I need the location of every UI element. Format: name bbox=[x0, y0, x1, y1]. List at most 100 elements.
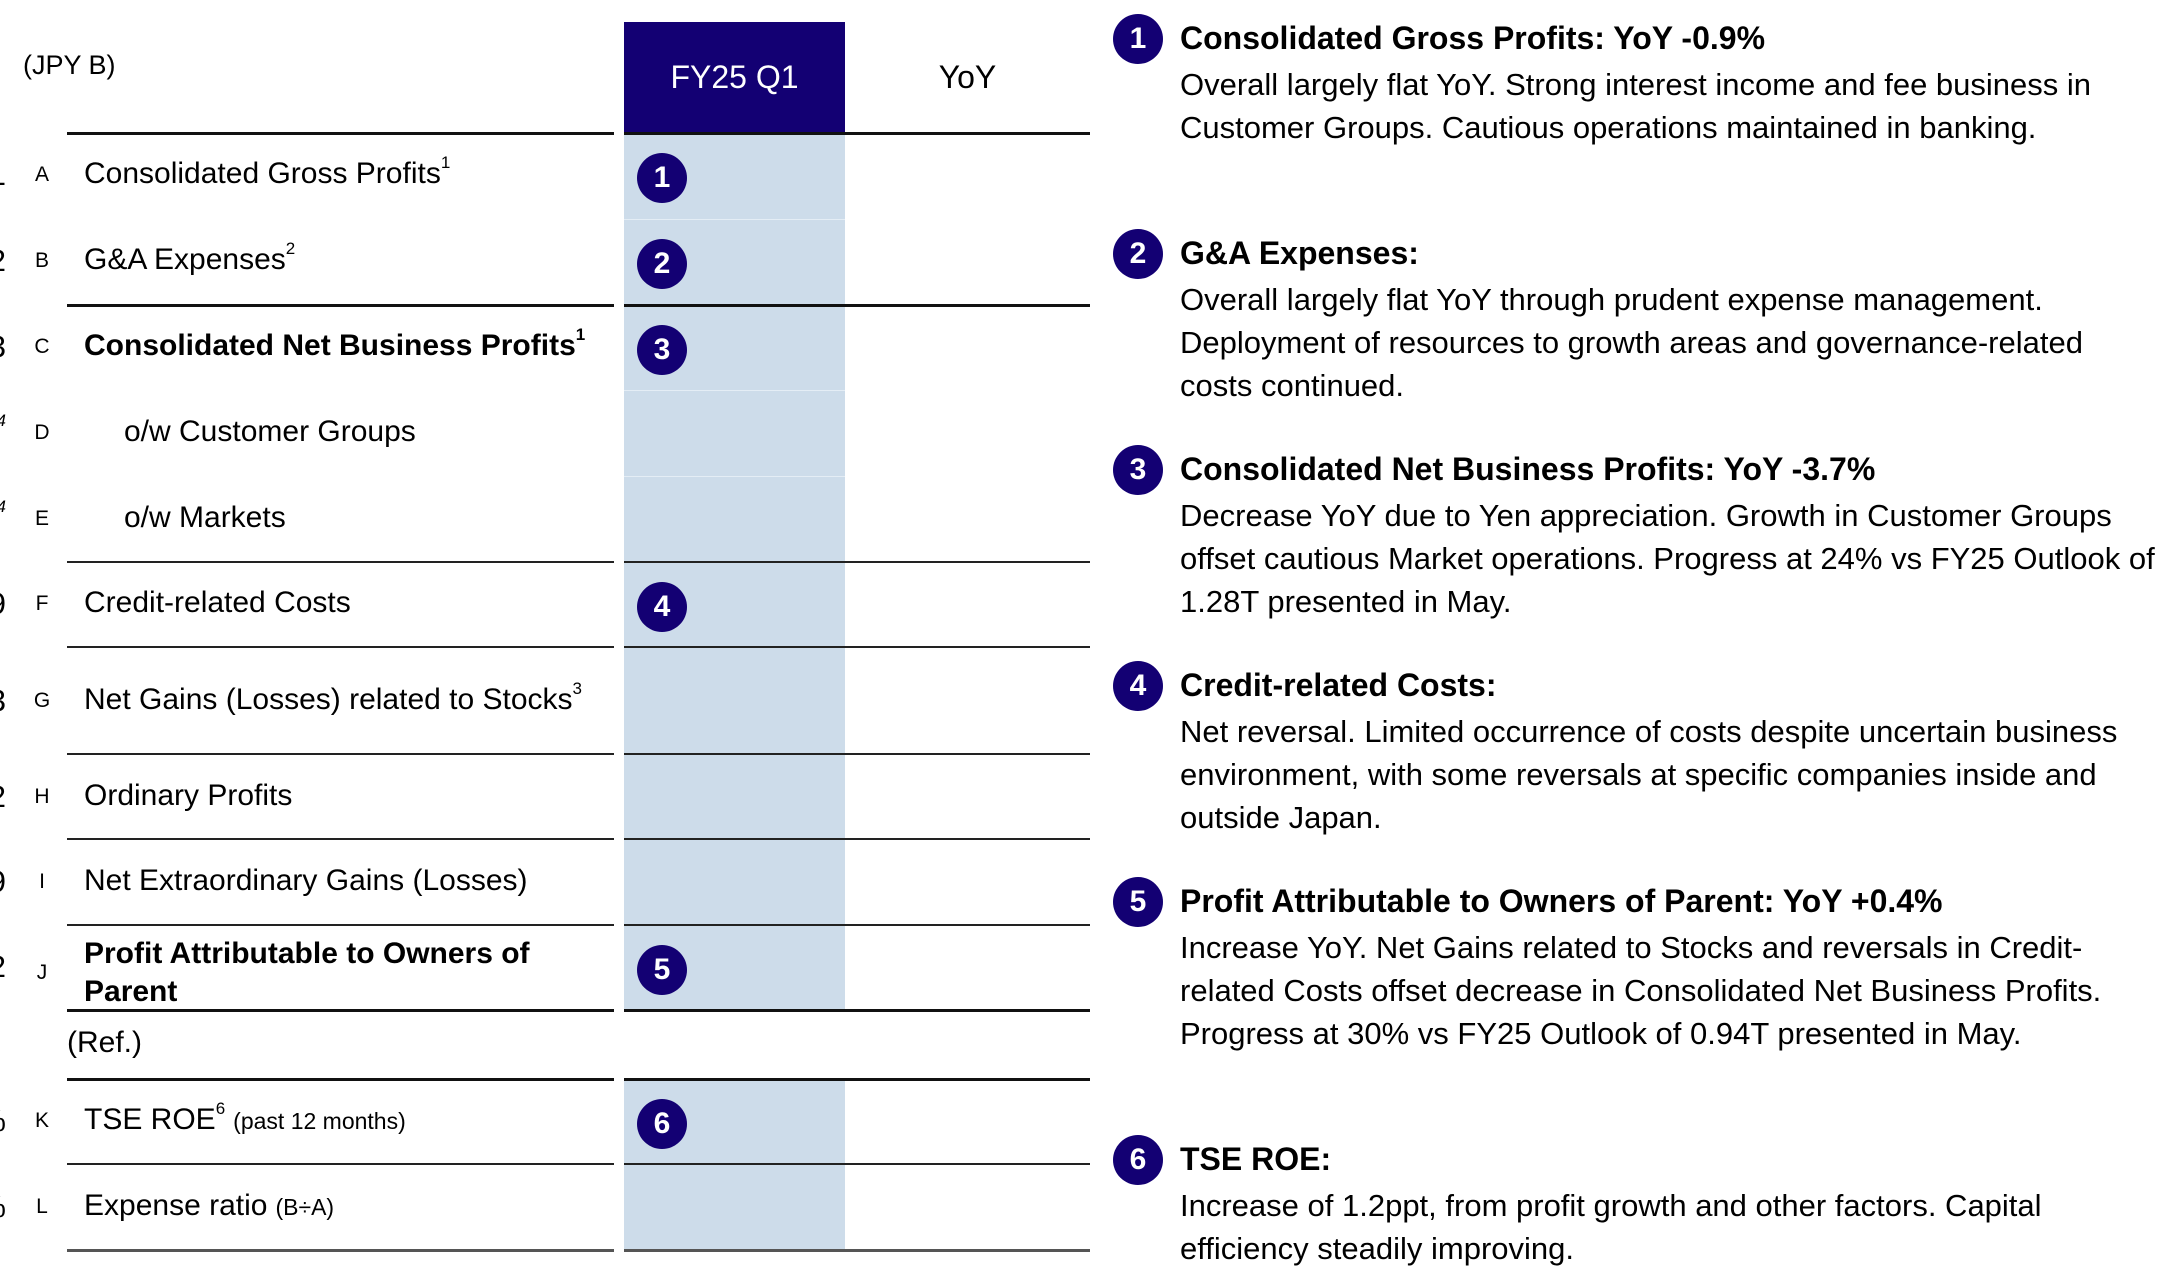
rule bbox=[624, 753, 1090, 755]
rule bbox=[67, 1249, 614, 1252]
yoy-value: -4.2 bbox=[0, 243, 6, 279]
row-label: Ordinary Profits bbox=[84, 779, 293, 812]
callout-badge-4: 4 bbox=[637, 582, 687, 632]
callout-badge-1: 1 bbox=[637, 153, 687, 203]
rule bbox=[67, 753, 614, 755]
rule bbox=[624, 1009, 1090, 1012]
label-line-1: Profit Attributable to Owners of bbox=[84, 937, 530, 970]
cell-divider bbox=[624, 219, 845, 220]
row-label: Credit-related Costs bbox=[84, 586, 351, 619]
rule bbox=[624, 1163, 1090, 1165]
row-letter: A bbox=[34, 163, 49, 186]
row-letter: J bbox=[36, 961, 48, 984]
callout-badge-5: 5 bbox=[637, 945, 687, 995]
yoy-value: +12.9 bbox=[0, 586, 6, 622]
column-header-yoy: YoY bbox=[938, 59, 997, 95]
rule bbox=[624, 132, 1090, 135]
footnote-ref: 3 bbox=[572, 679, 583, 698]
footnote-ref: 1 bbox=[440, 153, 451, 172]
label-note: (past 12 months) bbox=[233, 1108, 406, 1134]
label-note: (B÷A) bbox=[275, 1194, 335, 1220]
note-body: Overall largely flat YoY. Strong interes… bbox=[1180, 67, 2092, 145]
label-text: Expense ratio bbox=[84, 1189, 268, 1222]
row-label: Profit Attributable to Owners of Parent bbox=[84, 935, 530, 1011]
row-label: Net Extraordinary Gains (Losses) bbox=[84, 864, 528, 897]
column-header-current: FY25 Q1 bbox=[624, 22, 845, 133]
row-label: Net Gains (Losses) related to Stocks3 bbox=[84, 679, 582, 717]
row-label: o/w Markets bbox=[124, 501, 286, 534]
note-heading: Credit-related Costs: bbox=[1180, 667, 1497, 703]
row-label: Consolidated Net Business Profits1 bbox=[84, 325, 585, 363]
rule bbox=[67, 132, 614, 135]
row-letter: E bbox=[34, 507, 49, 530]
cell-divider bbox=[624, 390, 845, 391]
rule bbox=[67, 838, 614, 840]
callout-badge-2: 2 bbox=[637, 239, 687, 289]
note-body: Net reversal. Limited occurrence of cost… bbox=[1180, 714, 2118, 835]
rule bbox=[624, 838, 1090, 840]
row-letter: I bbox=[39, 870, 45, 893]
row-label: o/w Customer Groups bbox=[124, 415, 416, 448]
label-text: Consolidated Gross Profits bbox=[84, 157, 441, 190]
label-text: Consolidated Net Business Profits bbox=[84, 329, 576, 362]
rule bbox=[624, 646, 1090, 648]
yoy-value: -32.9 bbox=[0, 864, 6, 900]
rule bbox=[67, 561, 614, 563]
footnote-ref: 4 bbox=[0, 497, 6, 516]
rule bbox=[624, 304, 1090, 307]
rule bbox=[67, 304, 614, 307]
row-letter: C bbox=[34, 335, 50, 358]
callout-badge-6: 6 bbox=[1113, 1135, 1163, 1185]
note-heading: Consolidated Gross Profits: YoY -0.9% bbox=[1180, 20, 1766, 56]
note-body: Decrease YoY due to Yen appreciation. Gr… bbox=[1180, 498, 2155, 619]
row-letter: B bbox=[34, 249, 49, 272]
callout-badge-5: 5 bbox=[1113, 877, 1163, 927]
rule bbox=[624, 1249, 1090, 1252]
note-body: Increase YoY. Net Gains related to Stock… bbox=[1180, 930, 2102, 1051]
label-text: Net Gains (Losses) related to Stocks bbox=[84, 683, 573, 716]
yoy-value: +21.3 bbox=[0, 683, 6, 719]
yoy-value: -12.3 bbox=[0, 329, 6, 365]
note-body: Overall largely flat YoY through prudent… bbox=[1180, 282, 2083, 403]
label-text: TSE ROE bbox=[84, 1103, 216, 1136]
row-label: Consolidated Gross Profits1 bbox=[84, 153, 450, 191]
rule bbox=[624, 924, 1090, 926]
note-body: Increase of 1.2ppt, from profit growth a… bbox=[1180, 1188, 2042, 1266]
yoy-value: +1.2 bbox=[0, 949, 6, 985]
rule bbox=[624, 561, 1090, 563]
callout-badge-3: 3 bbox=[637, 325, 687, 375]
label-text: G&A Expenses bbox=[84, 243, 286, 276]
yoy-value: +1.2% bbox=[0, 1103, 6, 1139]
row-label: Expense ratio (B÷A) bbox=[84, 1189, 334, 1223]
callout-badge-6: 6 bbox=[637, 1099, 687, 1149]
row-letter: F bbox=[35, 592, 49, 615]
rule bbox=[624, 1078, 1090, 1081]
label-line-2: Parent bbox=[84, 975, 178, 1008]
row-letter: G bbox=[33, 689, 51, 712]
rule bbox=[67, 646, 614, 648]
yoy-value: +14.2 bbox=[0, 779, 6, 815]
callout-badge-2: 2 bbox=[1113, 229, 1163, 279]
footnote-ref: 6 bbox=[215, 1099, 226, 1118]
yoy-value: -7.1 bbox=[0, 157, 6, 193]
footnote-ref: 4 bbox=[0, 411, 6, 430]
row-letter: D bbox=[34, 421, 50, 444]
note-heading: G&A Expenses: bbox=[1180, 235, 1419, 271]
yoy-value: +1.1% bbox=[0, 1189, 6, 1225]
callout-badge-3: 3 bbox=[1113, 445, 1163, 495]
rule bbox=[67, 924, 614, 926]
row-label: G&A Expenses2 bbox=[84, 239, 295, 277]
callout-badge-1: 1 bbox=[1113, 14, 1163, 64]
row-label: TSE ROE6 (past 12 months) bbox=[84, 1099, 406, 1137]
note-heading: TSE ROE: bbox=[1180, 1141, 1332, 1177]
note-heading: Consolidated Net Business Profits: YoY -… bbox=[1180, 451, 1876, 487]
yoy-value: +50.84 bbox=[0, 411, 6, 451]
rule bbox=[67, 1078, 614, 1081]
footnote-ref: 2 bbox=[285, 239, 296, 258]
row-letter: K bbox=[34, 1109, 49, 1132]
footnote-ref: 1 bbox=[575, 325, 586, 344]
rule bbox=[67, 1163, 614, 1165]
row-letter: L bbox=[36, 1195, 48, 1218]
row-letter: H bbox=[34, 785, 50, 808]
ref-section-label: (Ref.) bbox=[67, 1026, 142, 1059]
